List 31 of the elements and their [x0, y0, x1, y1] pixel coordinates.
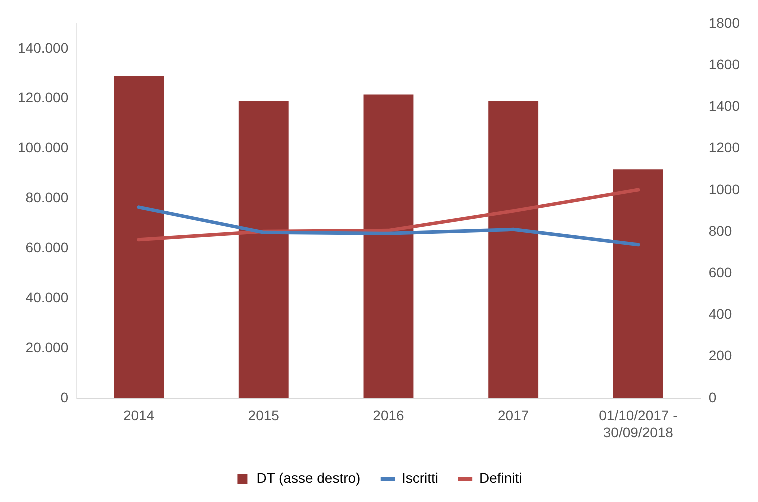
legend-label: Iscritti [402, 470, 439, 486]
x-tick-label: 01/10/2017 - 30/09/2018 [599, 408, 678, 440]
y2-tick-label: 400 [708, 306, 732, 322]
bar [364, 94, 414, 398]
x-tick-label: 2016 [373, 408, 405, 424]
x-tick-label: 2014 [123, 408, 155, 424]
y2-tick-label: 1800 [708, 14, 740, 31]
y-tick-label: 100.000 [18, 140, 69, 156]
y-tick-label: 20.000 [26, 339, 69, 356]
y2-tick-label: 800 [708, 222, 732, 239]
y-tick-label: 60.000 [26, 240, 69, 256]
y2-tick-label: 1400 [708, 98, 740, 114]
y2-tick-label: 1000 [708, 181, 740, 198]
bar [488, 100, 539, 398]
y2-tick-label: 0 [708, 389, 717, 406]
y2-tick-label: 600 [708, 264, 732, 280]
legend-label: DT (asse destro) [256, 470, 361, 486]
x-tick-label: 2015 [248, 408, 280, 424]
y-tick-label: 80.000 [26, 190, 69, 206]
bar [238, 100, 289, 398]
bar [613, 170, 664, 398]
y-tick-label: 120.000 [18, 90, 69, 106]
y2-tick-label: 1600 [708, 56, 740, 72]
y-tick-label: 40.000 [26, 289, 69, 306]
legend-label: Definiti [480, 470, 522, 486]
y2-tick-label: 200 [708, 348, 732, 364]
y-tick-label: 140.000 [18, 40, 69, 56]
y2-tick-label: 1200 [708, 140, 740, 156]
bar [114, 76, 164, 398]
x-tick-label: 2017 [498, 408, 530, 424]
y-tick-label: 0 [60, 389, 69, 406]
